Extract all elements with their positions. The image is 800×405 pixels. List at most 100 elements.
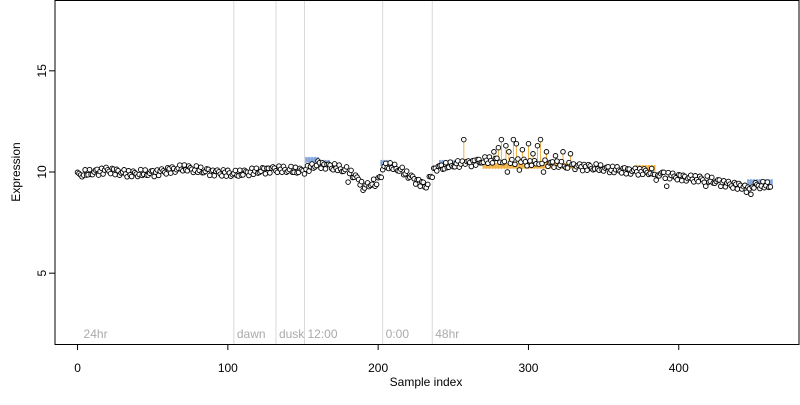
data-point	[564, 165, 571, 171]
annotation-label: 12:00	[308, 327, 338, 341]
data-point	[358, 178, 365, 185]
data-point	[703, 183, 709, 189]
data-point	[292, 164, 299, 171]
data-point	[558, 158, 565, 165]
data-point	[567, 151, 574, 157]
data-point	[540, 169, 547, 175]
data-point	[240, 172, 246, 178]
data-point	[403, 168, 410, 174]
data-point	[142, 167, 148, 173]
data-point	[343, 164, 350, 170]
data-point	[237, 167, 243, 173]
annotation-label: 0:00	[386, 327, 410, 341]
data-point	[167, 170, 174, 176]
data-point	[528, 162, 535, 169]
data-point	[584, 167, 590, 173]
data-point	[399, 164, 405, 171]
data-point	[530, 151, 536, 157]
data-point	[597, 162, 604, 168]
data-point	[513, 140, 520, 147]
data-point	[137, 166, 144, 173]
data-point	[519, 146, 526, 153]
data-point	[648, 165, 655, 172]
data-points	[74, 136, 774, 198]
annotation-label: dusk	[279, 327, 305, 341]
x-tick-label: 100	[218, 361, 238, 375]
data-point	[425, 181, 431, 188]
data-point	[443, 159, 449, 166]
x-axis: 0 100 200 300 400	[74, 344, 689, 375]
data-point	[207, 172, 213, 179]
data-point	[709, 174, 715, 181]
y-tick-label: 10	[35, 165, 49, 179]
data-point	[232, 167, 239, 174]
x-tick-label: 0	[74, 361, 81, 375]
data-point	[429, 174, 436, 181]
data-point	[434, 168, 440, 174]
data-point	[417, 183, 423, 189]
data-point	[468, 163, 475, 170]
data-point	[370, 176, 377, 182]
data-point	[663, 183, 670, 189]
data-point	[501, 158, 508, 165]
data-point	[306, 168, 312, 174]
x-tick-label: 200	[368, 361, 388, 375]
data-point	[551, 164, 557, 170]
data-point	[653, 177, 659, 183]
data-point	[525, 140, 532, 147]
data-point	[301, 171, 308, 177]
data-point	[491, 149, 497, 155]
data-point	[662, 175, 668, 182]
data-point	[751, 185, 757, 191]
data-point	[554, 158, 560, 164]
data-point	[494, 155, 500, 161]
data-point	[198, 164, 204, 170]
data-point	[679, 177, 685, 184]
data-point	[211, 172, 218, 179]
data-point	[552, 153, 559, 159]
data-point	[704, 173, 711, 179]
data-point	[86, 166, 93, 173]
data-point	[128, 173, 135, 180]
annotation-label: dawn	[237, 327, 266, 341]
data-point	[461, 136, 467, 143]
data-point	[489, 160, 496, 166]
data-point	[534, 142, 541, 149]
data-point	[660, 169, 667, 176]
data-point	[253, 165, 260, 171]
y-axis: 5 10 15	[35, 64, 55, 277]
data-point	[288, 163, 294, 170]
data-point	[512, 161, 518, 168]
y-tick-label: 15	[35, 64, 49, 78]
data-point	[82, 167, 88, 173]
data-point	[420, 179, 426, 185]
data-point	[495, 144, 502, 151]
y-axis-label: Expression	[9, 142, 23, 201]
data-point	[322, 166, 329, 172]
data-point	[163, 171, 169, 177]
data-point	[504, 169, 511, 175]
data-point	[537, 136, 544, 143]
data-point	[267, 170, 273, 176]
y-tick-label: 5	[35, 270, 49, 277]
data-point	[510, 136, 517, 143]
data-point	[674, 176, 681, 183]
data-point	[506, 149, 512, 155]
data-point	[516, 167, 523, 173]
annotation-label: 48hr	[435, 327, 459, 341]
data-point	[743, 189, 750, 195]
x-tick-label: 400	[669, 361, 689, 375]
data-point	[193, 163, 200, 169]
data-point	[527, 158, 533, 164]
data-point	[498, 136, 505, 143]
data-point	[181, 162, 188, 168]
data-point	[345, 179, 351, 185]
data-point	[107, 170, 114, 177]
data-point	[387, 160, 393, 166]
data-point	[623, 171, 629, 177]
data-point	[509, 156, 515, 163]
data-point	[695, 178, 702, 185]
x-tick-label: 300	[518, 361, 538, 375]
data-point	[767, 184, 774, 190]
